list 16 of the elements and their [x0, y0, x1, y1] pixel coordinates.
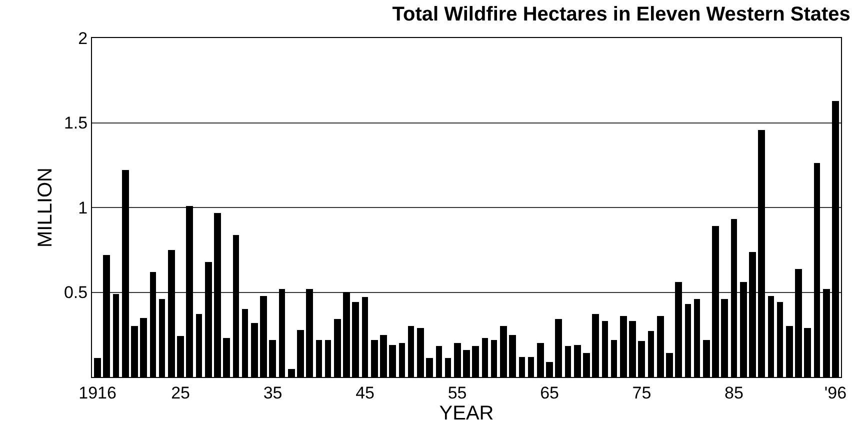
- y-tick-label: 1: [78, 198, 88, 218]
- x-tick-label: 85: [724, 383, 744, 402]
- x-tick-label: 1916: [78, 383, 116, 402]
- x-tick-label: 35: [263, 383, 282, 402]
- x-axis-title: YEAR: [439, 402, 494, 424]
- y-tick-label: 2: [78, 28, 88, 48]
- y-tick-label: 1.5: [64, 114, 88, 133]
- x-tick-label: 75: [632, 383, 652, 402]
- x-tick-label: 55: [448, 383, 467, 402]
- x-tick-label: 65: [540, 383, 559, 402]
- y-tick-label: 0.5: [64, 283, 88, 302]
- y-axis-title: MILLION: [34, 167, 56, 248]
- x-tick-label: 25: [171, 383, 190, 402]
- x-tick-label: 45: [356, 383, 374, 402]
- chart-title: Total Wildfire Hectares in Eleven Western States: [392, 3, 850, 26]
- x-tick-label: '96: [824, 383, 847, 402]
